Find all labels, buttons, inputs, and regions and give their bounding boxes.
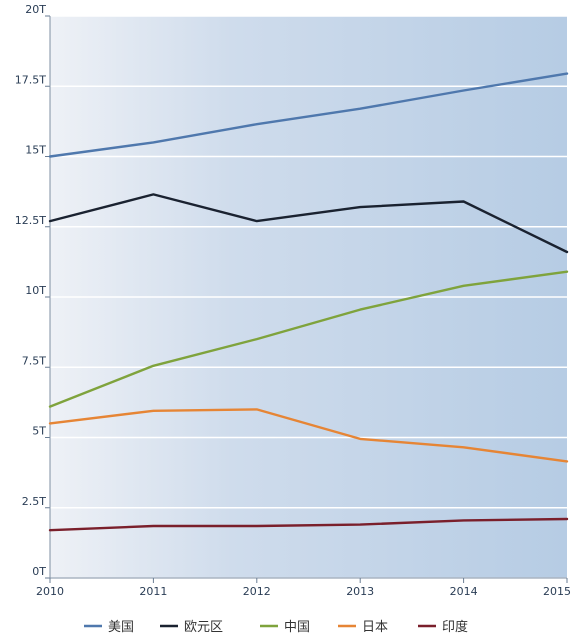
legend-label: 印度 bbox=[442, 619, 468, 635]
x-tick-label: 2014 bbox=[450, 585, 478, 598]
legend: 美国 欧元区 中国 日本 印度 bbox=[84, 619, 468, 635]
series-lines bbox=[48, 72, 569, 532]
x-tick-label: 2010 bbox=[36, 585, 64, 598]
y-tick-label: 7.5T bbox=[22, 354, 46, 367]
series-line-1 bbox=[48, 193, 569, 254]
series-line-3 bbox=[48, 408, 569, 463]
axes bbox=[49, 16, 567, 579]
y-tick-label: 2.5T bbox=[22, 495, 46, 508]
series-line-4 bbox=[48, 517, 569, 532]
x-tick-label: 2012 bbox=[243, 585, 271, 598]
legend-label: 欧元区 bbox=[184, 620, 223, 635]
legend-label: 日本 bbox=[362, 620, 388, 635]
legend-label: 美国 bbox=[108, 620, 134, 635]
series-line-2 bbox=[48, 270, 569, 408]
y-tick-label: 0T bbox=[32, 565, 46, 578]
y-tick-labels: 0T 2.5T 5T 7.5T 10T 12.5T 15T 17.5T 20T bbox=[15, 3, 46, 578]
series-line-0 bbox=[48, 72, 569, 158]
y-tick-label: 10T bbox=[25, 284, 46, 297]
y-tick-label: 15T bbox=[25, 144, 46, 157]
y-tick-label: 12.5T bbox=[15, 214, 46, 227]
legend-label: 中国 bbox=[284, 620, 310, 635]
x-tick-labels: 2010 2011 2012 2013 2014 2015 bbox=[36, 578, 571, 598]
y-tick-label: 17.5T bbox=[15, 73, 46, 86]
y-tick-label: 5T bbox=[32, 425, 46, 438]
y-tick-label: 20T bbox=[25, 3, 46, 16]
x-tick-label: 2011 bbox=[139, 585, 167, 598]
x-tick-label: 2015 bbox=[543, 585, 571, 598]
x-tick-label: 2013 bbox=[346, 585, 374, 598]
